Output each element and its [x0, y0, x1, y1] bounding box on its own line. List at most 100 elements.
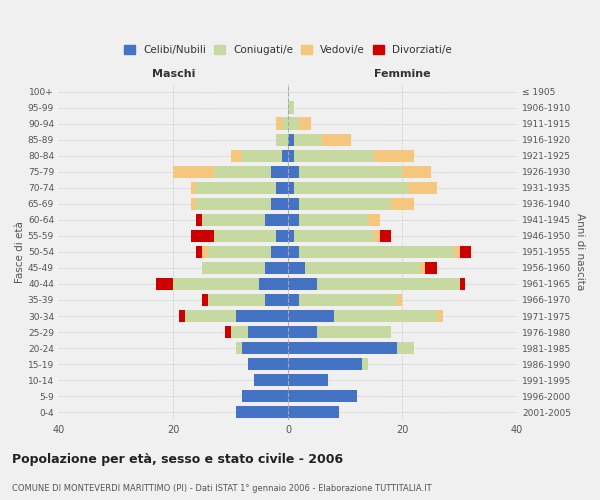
Bar: [288, 406, 340, 418]
Bar: [265, 294, 288, 306]
Bar: [288, 326, 317, 338]
Bar: [242, 390, 288, 402]
Bar: [454, 246, 460, 258]
Bar: [288, 374, 328, 386]
Bar: [173, 278, 259, 290]
Bar: [374, 230, 380, 242]
Bar: [299, 294, 397, 306]
Bar: [208, 294, 265, 306]
Bar: [208, 246, 271, 258]
Bar: [277, 118, 282, 130]
Bar: [191, 230, 214, 242]
Y-axis label: Anni di nascita: Anni di nascita: [575, 214, 585, 290]
Text: COMUNE DI MONTEVERDI MARITTIMO (PI) - Dati ISTAT 1° gennaio 2006 - Elaborazione : COMUNE DI MONTEVERDI MARITTIMO (PI) - Da…: [12, 484, 431, 493]
Bar: [293, 182, 408, 194]
Bar: [271, 246, 288, 258]
Bar: [288, 102, 293, 114]
Bar: [191, 182, 196, 194]
Bar: [397, 342, 414, 354]
Text: Popolazione per età, sesso e stato civile - 2006: Popolazione per età, sesso e stato civil…: [12, 452, 343, 466]
Bar: [196, 198, 271, 210]
Bar: [179, 310, 185, 322]
Bar: [214, 230, 277, 242]
Bar: [322, 134, 351, 146]
Bar: [374, 150, 414, 162]
Bar: [277, 230, 288, 242]
Bar: [293, 134, 322, 146]
Bar: [288, 214, 299, 226]
Bar: [299, 198, 391, 210]
Bar: [248, 358, 288, 370]
Bar: [317, 326, 391, 338]
Bar: [214, 166, 271, 178]
Bar: [185, 310, 236, 322]
Bar: [403, 166, 431, 178]
Bar: [236, 310, 288, 322]
Bar: [288, 358, 362, 370]
Bar: [305, 262, 419, 274]
Bar: [288, 150, 293, 162]
Bar: [460, 278, 466, 290]
Bar: [196, 246, 202, 258]
Bar: [254, 374, 288, 386]
Bar: [202, 214, 265, 226]
Bar: [334, 310, 437, 322]
Bar: [288, 182, 293, 194]
Bar: [397, 294, 403, 306]
Bar: [317, 278, 460, 290]
Bar: [191, 198, 196, 210]
Bar: [277, 134, 288, 146]
Text: Femmine: Femmine: [374, 69, 431, 79]
Bar: [230, 150, 242, 162]
Bar: [265, 214, 288, 226]
Bar: [271, 198, 288, 210]
Bar: [288, 246, 299, 258]
Bar: [362, 358, 368, 370]
Bar: [202, 246, 208, 258]
Bar: [288, 294, 299, 306]
Bar: [202, 262, 265, 274]
Bar: [288, 262, 305, 274]
Bar: [408, 182, 437, 194]
Bar: [460, 246, 471, 258]
Text: Maschi: Maschi: [152, 69, 195, 79]
Bar: [288, 230, 293, 242]
Bar: [242, 342, 288, 354]
Bar: [282, 150, 288, 162]
Bar: [299, 214, 368, 226]
Bar: [425, 262, 437, 274]
Bar: [293, 150, 374, 162]
Bar: [196, 182, 277, 194]
Bar: [156, 278, 173, 290]
Bar: [277, 182, 288, 194]
Bar: [230, 326, 248, 338]
Bar: [288, 310, 334, 322]
Bar: [259, 278, 288, 290]
Bar: [288, 342, 397, 354]
Bar: [173, 166, 214, 178]
Bar: [419, 262, 425, 274]
Bar: [391, 198, 414, 210]
Bar: [288, 134, 293, 146]
Bar: [299, 166, 403, 178]
Bar: [202, 294, 208, 306]
Bar: [196, 214, 202, 226]
Legend: Celibi/Nubili, Coniugati/e, Vedovi/e, Divorziati/e: Celibi/Nubili, Coniugati/e, Vedovi/e, Di…: [121, 42, 455, 58]
Bar: [437, 310, 443, 322]
Bar: [288, 198, 299, 210]
Bar: [242, 150, 282, 162]
Bar: [288, 278, 317, 290]
Bar: [299, 118, 311, 130]
Bar: [271, 166, 288, 178]
Y-axis label: Fasce di età: Fasce di età: [15, 221, 25, 283]
Bar: [288, 118, 299, 130]
Bar: [288, 166, 299, 178]
Bar: [368, 214, 380, 226]
Bar: [282, 118, 288, 130]
Bar: [236, 342, 242, 354]
Bar: [299, 246, 454, 258]
Bar: [236, 406, 288, 418]
Bar: [225, 326, 230, 338]
Bar: [288, 390, 356, 402]
Bar: [248, 326, 288, 338]
